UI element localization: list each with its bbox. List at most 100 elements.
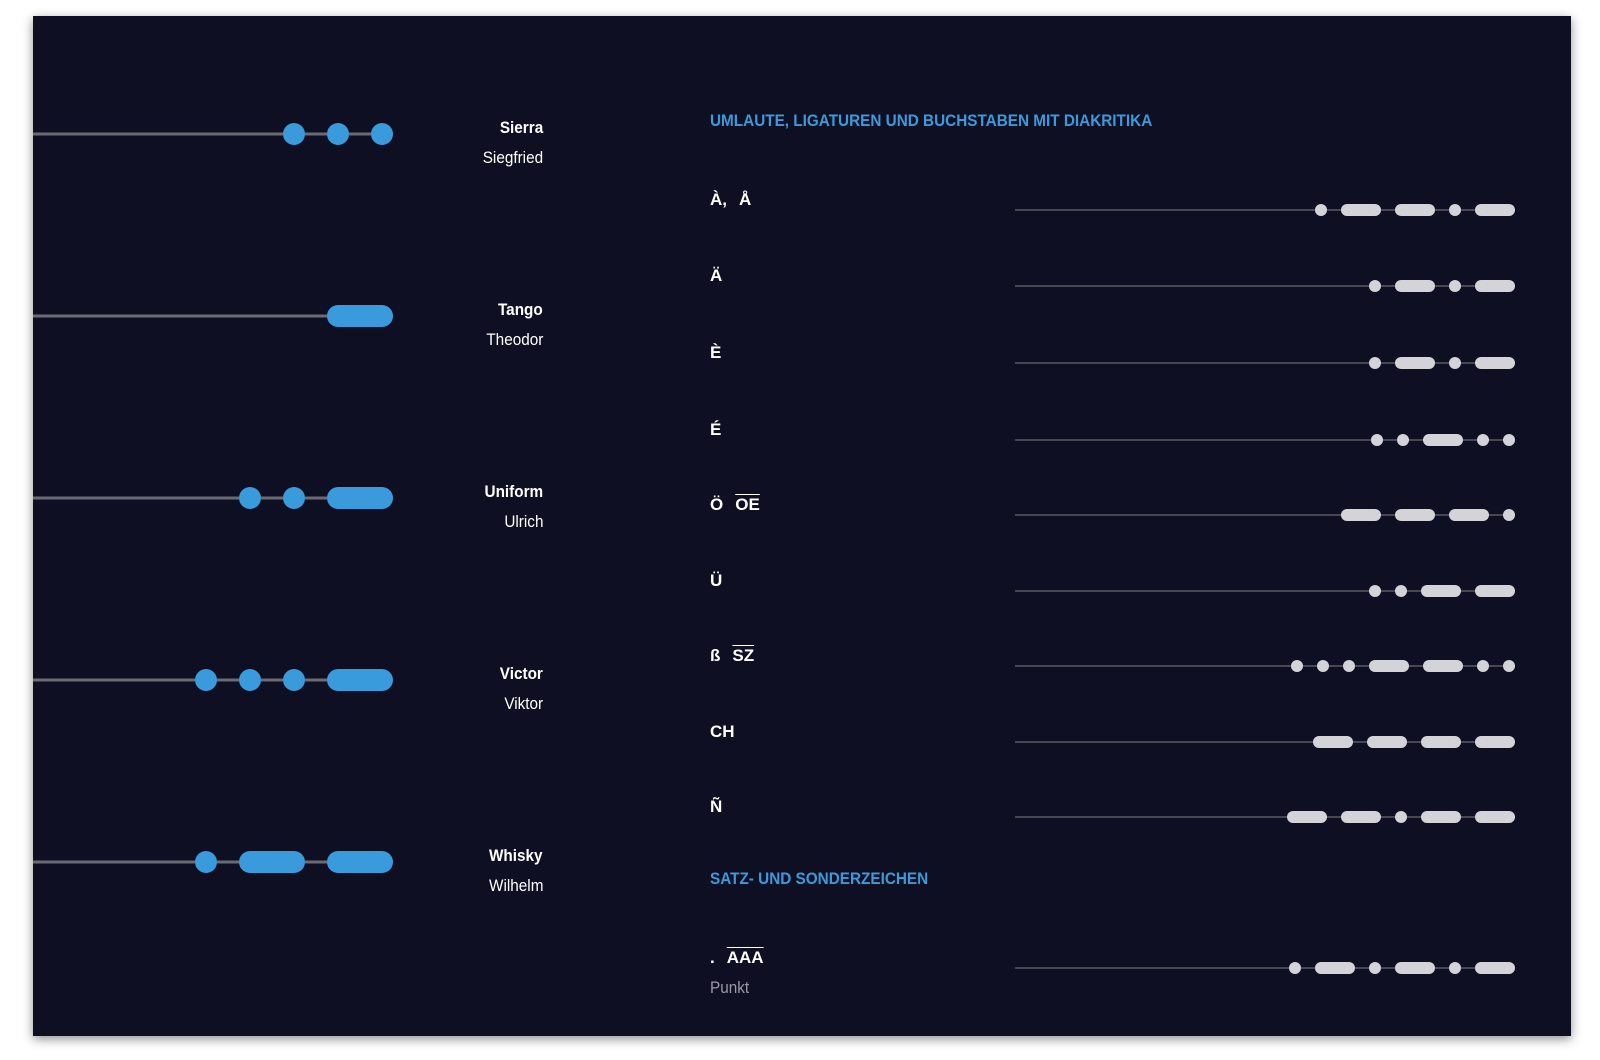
- morse-dash: [1475, 204, 1515, 216]
- morse-dash: [1341, 204, 1381, 216]
- morse-poster: Sierra Siegfried Tango Theodor Uniform U…: [33, 16, 1571, 1036]
- char-row: Ö OE: [710, 495, 1540, 535]
- glyph: .: [710, 948, 715, 967]
- morse-signal: [1015, 509, 1515, 521]
- morse-dot: [1291, 660, 1303, 672]
- char-glyphs: Ü: [710, 571, 722, 591]
- morse-dash: [1421, 736, 1461, 748]
- morse-dash: [1341, 509, 1381, 521]
- char-glyphs: ß SZ: [710, 646, 754, 666]
- morse-dash: [1475, 357, 1515, 369]
- morse-dot: [1397, 434, 1409, 446]
- section-heading-diacritics: UMLAUTE, LIGATUREN UND BUCHSTABEN MIT DI…: [710, 111, 1153, 130]
- morse-dash: [1315, 962, 1355, 974]
- morse-dot: [1369, 962, 1381, 974]
- morse-dash: [327, 487, 393, 509]
- glyph: ß: [710, 646, 721, 665]
- morse-dot: [1369, 280, 1381, 292]
- morse-dot: [327, 123, 349, 145]
- code-word: Sierra: [499, 118, 543, 137]
- morse-dash: [327, 305, 393, 327]
- nato-row-uniform: Uniform Ulrich: [33, 482, 543, 562]
- nato-row-victor: Victor Viktor: [33, 664, 543, 744]
- morse-dot: [283, 123, 305, 145]
- morse-signal: [33, 487, 393, 509]
- morse-dash: [1421, 585, 1461, 597]
- morse-dot: [1343, 660, 1355, 672]
- morse-dot: [1317, 660, 1329, 672]
- morse-signal: [1015, 736, 1515, 748]
- morse-dash: [239, 851, 305, 873]
- nato-row-tango: Tango Theodor: [33, 300, 543, 380]
- morse-signal: [1015, 585, 1515, 597]
- morse-dot: [283, 669, 305, 691]
- morse-dash: [1395, 357, 1435, 369]
- morse-dot: [371, 123, 393, 145]
- morse-dash: [1423, 434, 1463, 446]
- code-word: Uniform: [484, 482, 543, 501]
- morse-signal: [1015, 434, 1515, 446]
- char-row: È: [710, 343, 1540, 383]
- morse-dash: [1395, 509, 1435, 521]
- german-word: Ulrich: [503, 512, 543, 531]
- morse-dash: [1395, 280, 1435, 292]
- morse-dot: [1449, 357, 1461, 369]
- char-row: ß SZ: [710, 646, 1540, 686]
- morse-signal: [1015, 280, 1515, 292]
- section-heading-punctuation: SATZ- UND SONDERZEICHEN: [710, 869, 929, 888]
- morse-dot: [239, 669, 261, 691]
- morse-dash: [1313, 736, 1353, 748]
- morse-signal: [33, 305, 393, 327]
- morse-dot: [1503, 434, 1515, 446]
- char-row: Ü: [710, 571, 1540, 611]
- char-glyphs: È: [710, 343, 721, 363]
- morse-dot: [1477, 660, 1489, 672]
- morse-dot: [1477, 434, 1489, 446]
- morse-dot: [1395, 585, 1407, 597]
- glyph-alt: Å: [739, 190, 752, 209]
- german-word: Theodor: [486, 330, 543, 349]
- morse-dot: [1369, 585, 1381, 597]
- morse-signal: [1015, 811, 1515, 823]
- morse-dash: [1341, 811, 1381, 823]
- morse-dash: [1367, 736, 1407, 748]
- morse-dot: [1395, 811, 1407, 823]
- morse-dash: [1475, 280, 1515, 292]
- morse-dot: [283, 487, 305, 509]
- glyph: Ñ: [710, 797, 723, 816]
- char-row: Ä: [710, 266, 1540, 306]
- morse-dot: [1449, 280, 1461, 292]
- morse-dash: [1475, 736, 1515, 748]
- nato-row-sierra: Sierra Siegfried: [33, 118, 543, 198]
- char-row: É: [710, 420, 1540, 460]
- char-row: . AAA Punkt: [710, 948, 1540, 1018]
- char-glyphs: Ñ: [710, 797, 722, 817]
- morse-dot: [1449, 204, 1461, 216]
- morse-signal: [33, 851, 393, 873]
- code-word: Whisky: [489, 846, 543, 865]
- morse-dot: [1371, 434, 1383, 446]
- morse-dot: [195, 851, 217, 873]
- char-glyphs: . AAA: [710, 948, 764, 968]
- char-row: Ñ: [710, 797, 1540, 837]
- morse-dot: [239, 487, 261, 509]
- morse-dash: [327, 669, 393, 691]
- glyph: Ö: [710, 495, 724, 514]
- morse-dot: [1449, 962, 1461, 974]
- glyph: Ä: [710, 266, 723, 285]
- char-glyphs: Ä: [710, 266, 722, 286]
- nato-row-whisky: Whisky Wilhelm: [33, 846, 543, 926]
- morse-dot: [1503, 660, 1515, 672]
- morse-dash: [327, 851, 393, 873]
- code-word: Victor: [499, 664, 543, 683]
- morse-dash: [1423, 660, 1463, 672]
- char-row: À, Å: [710, 190, 1540, 230]
- char-glyphs: CH: [710, 722, 735, 742]
- german-word: Viktor: [504, 694, 543, 713]
- morse-dash: [1475, 585, 1515, 597]
- glyph: Ü: [710, 571, 723, 590]
- glyph: À,: [710, 190, 727, 209]
- code-word: Tango: [498, 300, 543, 319]
- morse-dash: [1287, 811, 1327, 823]
- morse-dot: [1315, 204, 1327, 216]
